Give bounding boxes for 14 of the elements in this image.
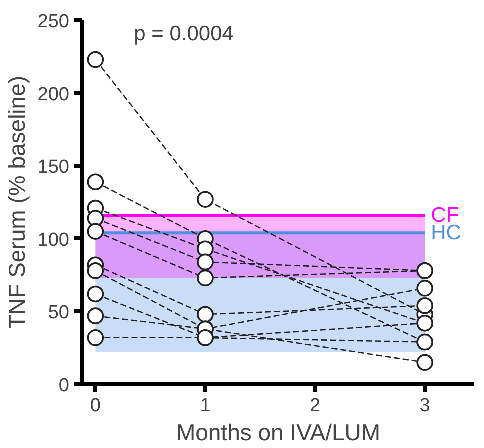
x-tick-label: 0 bbox=[90, 396, 101, 416]
x-tick-label: 2 bbox=[310, 396, 321, 416]
x-axis-title: Months on IVA/LUM bbox=[176, 420, 381, 446]
y-tick-label: 50 bbox=[48, 302, 70, 324]
band-label: HC bbox=[431, 222, 462, 245]
y-tick-label: 250 bbox=[38, 12, 70, 32]
y-tick-label: 100 bbox=[38, 230, 70, 251]
y-tick-label: 150 bbox=[38, 157, 70, 178]
y-tick-label: 0 bbox=[58, 376, 70, 396]
x-tick-label: 3 bbox=[420, 396, 430, 416]
annotation: p = 0.0004 bbox=[134, 22, 234, 46]
x-tick-label: 1 bbox=[200, 396, 211, 416]
y-tick-label: 200 bbox=[38, 84, 70, 106]
y-axis-title: TNF Serum (% baseline) bbox=[4, 76, 30, 330]
